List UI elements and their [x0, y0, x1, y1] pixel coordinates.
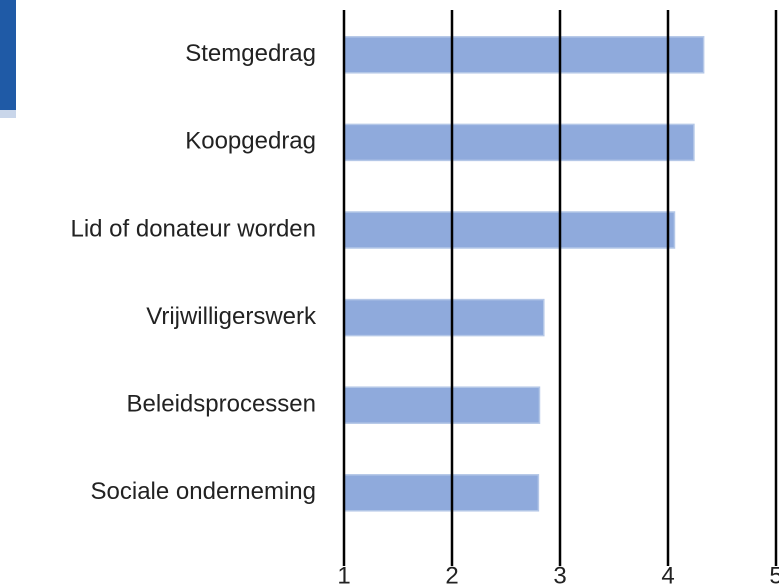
- y-tick-label: Beleidsprocessen: [127, 391, 316, 418]
- bar: [343, 386, 541, 424]
- y-tick-label: Vrijwilligerswerk: [146, 303, 317, 330]
- y-tick-label: Koopgedrag: [185, 128, 316, 155]
- corner-accent: [0, 0, 16, 110]
- bar: [343, 298, 545, 337]
- y-tick-label: Sociale onderneming: [91, 478, 316, 505]
- y-tick-label: Lid of donateur worden: [70, 215, 316, 242]
- corner-accent-strip: [0, 110, 16, 118]
- y-tick-label: Stemgedrag: [185, 40, 316, 67]
- x-tick-label: 2: [445, 562, 458, 585]
- bar: [343, 36, 705, 74]
- x-tick-label: 1: [337, 562, 350, 585]
- x-tick-label: 5: [769, 562, 779, 585]
- bar: [343, 474, 540, 512]
- bar: [343, 211, 676, 249]
- x-tick-label: 3: [553, 562, 566, 585]
- x-tick-label: 4: [661, 562, 674, 585]
- bar: [343, 123, 695, 162]
